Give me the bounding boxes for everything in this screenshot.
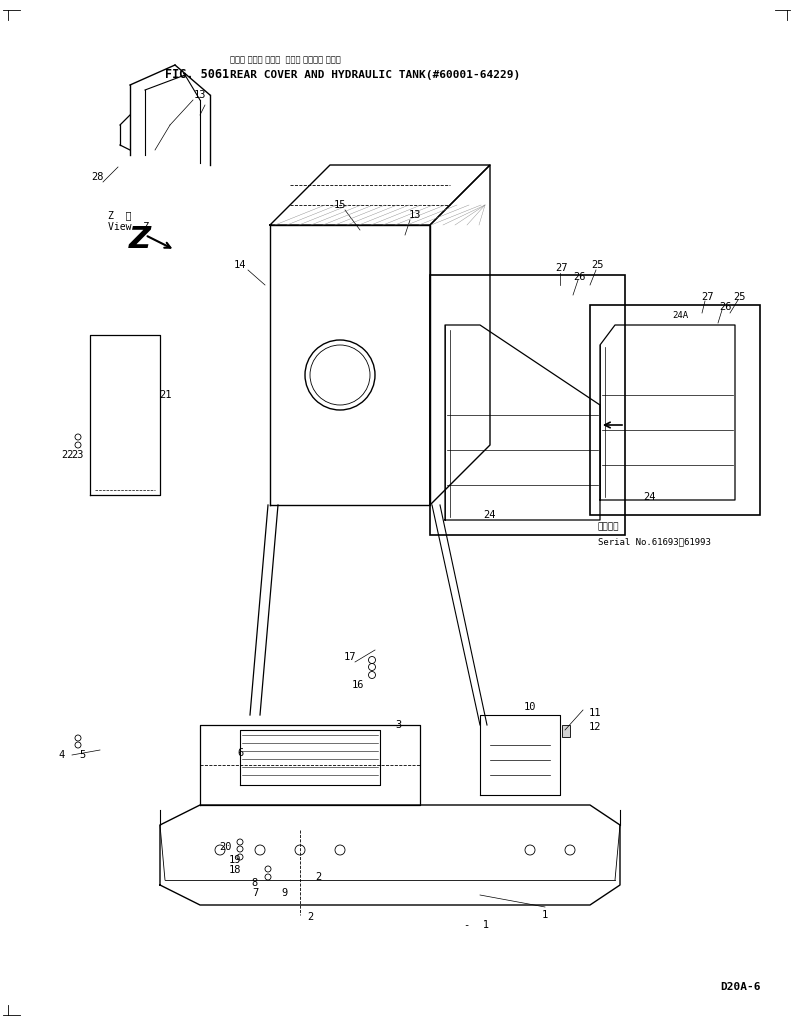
Text: 27: 27: [556, 263, 568, 273]
Text: 18: 18: [229, 865, 241, 875]
Text: 13: 13: [194, 90, 206, 100]
Text: 19: 19: [229, 855, 241, 865]
Bar: [590, 305, 760, 515]
Text: Serial No.61693～61993: Serial No.61693～61993: [598, 537, 711, 546]
Text: Z  視: Z 視: [108, 210, 131, 220]
Text: 適用号等: 適用号等: [598, 523, 619, 532]
Text: 23: 23: [72, 450, 84, 460]
Text: 11: 11: [589, 708, 601, 718]
Text: 2: 2: [315, 872, 321, 882]
Text: 21: 21: [159, 390, 171, 400]
Text: REAR COVER AND HYDRAULIC TANK(#60001-64229): REAR COVER AND HYDRAULIC TANK(#60001-642…: [230, 70, 520, 80]
Text: FIG. 5061: FIG. 5061: [165, 69, 229, 82]
Text: 22: 22: [62, 450, 74, 460]
Text: 9: 9: [282, 888, 288, 898]
Text: リヤー カバー オルビ  ハイド ロリック タンク: リヤー カバー オルビ ハイド ロリック タンク: [230, 55, 341, 65]
Text: 25: 25: [734, 292, 747, 302]
Text: 16: 16: [351, 680, 364, 690]
Text: 2: 2: [307, 912, 313, 922]
Text: 24: 24: [644, 492, 656, 502]
Text: 24: 24: [483, 510, 496, 520]
Text: 13: 13: [409, 210, 421, 220]
Text: 17: 17: [343, 652, 356, 662]
Text: 28: 28: [91, 172, 104, 182]
Text: 7: 7: [252, 888, 258, 898]
Text: Z: Z: [129, 226, 151, 254]
Text: 10: 10: [524, 702, 537, 712]
Bar: [430, 275, 625, 535]
Text: 25: 25: [591, 260, 604, 270]
Text: 24A: 24A: [672, 311, 688, 320]
Text: 5: 5: [79, 750, 85, 760]
Text: 27: 27: [702, 292, 714, 302]
Text: 12: 12: [589, 722, 601, 732]
Text: 3: 3: [395, 720, 401, 730]
Text: 20: 20: [219, 842, 231, 852]
Text: 6: 6: [237, 748, 243, 758]
Text: 8: 8: [252, 878, 258, 888]
Text: 15: 15: [334, 200, 347, 210]
Text: 1: 1: [542, 910, 548, 920]
Text: 26: 26: [574, 272, 586, 282]
Text: View  Z: View Z: [108, 222, 149, 232]
Text: -  1: - 1: [464, 920, 490, 930]
Text: D20A-6: D20A-6: [720, 982, 761, 992]
Text: 4: 4: [59, 750, 65, 760]
Text: 26: 26: [719, 302, 731, 312]
Text: 14: 14: [234, 260, 246, 270]
Bar: [562, 725, 570, 737]
